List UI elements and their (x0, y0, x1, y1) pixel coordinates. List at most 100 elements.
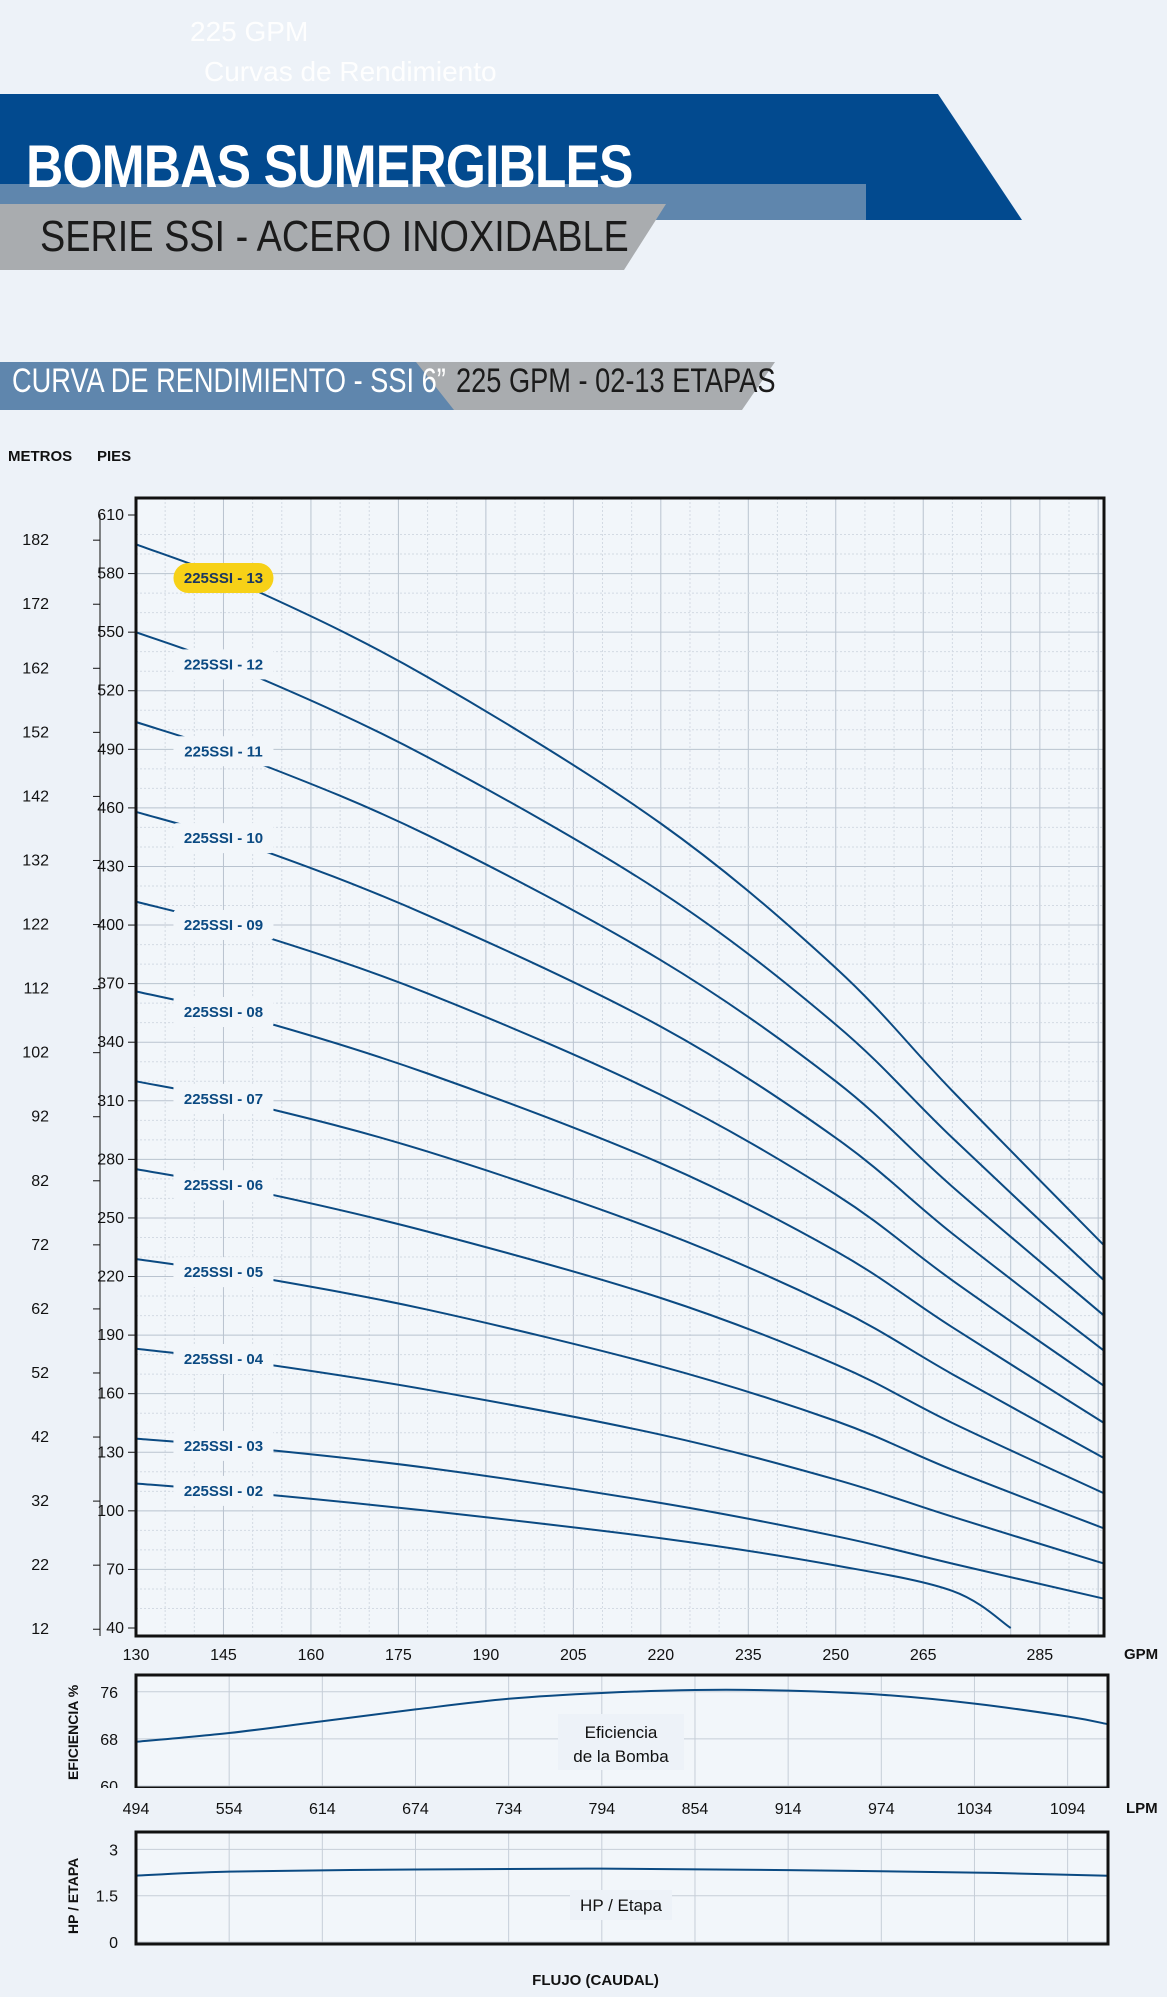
series-label-225ssi-09: 225SSI - 09 (173, 910, 274, 941)
gpm-tick-label: 265 (910, 1647, 937, 1664)
lpm-tick-label: 914 (775, 1801, 802, 1818)
hp-note-text: HP / Etapa (580, 1896, 662, 1915)
gpm-axis-label: GPM (1124, 1646, 1159, 1663)
efficiency-chart: 60 68 76 Eficiencia de la Bomba (100, 1673, 1110, 1788)
ghost-subtitle: Curvas de Rendimiento (204, 56, 497, 87)
head-chart-plot-area (136, 498, 1104, 1636)
meters-tick-label: 102 (22, 1045, 49, 1062)
lpm-tick-label: 794 (588, 1801, 615, 1818)
meters-tick-label: 122 (22, 917, 49, 934)
meters-tick-label: 152 (22, 724, 49, 741)
feet-tick-label: 400 (97, 917, 124, 934)
flow-axis-label: FLUJO (CAUDAL) (532, 1972, 659, 1989)
series-label-text: 225SSI - 12 (184, 656, 263, 673)
lpm-tick-label: 1094 (1050, 1801, 1086, 1818)
lpm-axis-label: LPM (1126, 1800, 1158, 1817)
meters-tick-label: 162 (22, 660, 49, 677)
meters-tick-label: 12 (31, 1621, 49, 1638)
ghost-title: 225 GPM (190, 16, 309, 47)
head-chart-series-labels: 225SSI - 13 225SSI - 12 225SSI - 11 225SSI … (173, 562, 274, 1506)
feet-tick-label: 40 (106, 1620, 124, 1637)
feet-tick-label: 370 (97, 976, 124, 993)
feet-tick-label: 310 (97, 1093, 124, 1110)
meters-tick-label: 42 (31, 1429, 49, 1446)
efficiency-chart-y-ticks: 60 68 76 (100, 1685, 118, 1788)
series-label-highlight (173, 562, 274, 593)
meters-tick-label: 22 (31, 1557, 49, 1574)
series-label-bg (173, 1344, 274, 1375)
series-label-bg (173, 1170, 274, 1201)
series-label-bg (173, 996, 274, 1027)
gpm-tick-label: 175 (385, 1647, 412, 1664)
efficiency-axis-label: EFICIENCIA % (65, 1684, 81, 1780)
efficiency-chart-frame (134, 1673, 1110, 1788)
hp-axis-title: HP / ETAPA (65, 1858, 81, 1934)
hp-tick-label: 3 (109, 1842, 118, 1859)
feet-tick-label: 550 (97, 624, 124, 641)
efficiency-tick-label: 76 (100, 1685, 118, 1702)
gpm-tick-label: 130 (123, 1647, 150, 1664)
series-label-text: 225SSI - 05 (184, 1264, 263, 1281)
hp-tick-label: 1.5 (96, 1889, 118, 1906)
gpm-tick-label: 205 (560, 1647, 587, 1664)
head-chart-meters-ticks: 12 22 32 42 52 62 72 82 92 102 112 122 132 142 152 162 1… (22, 532, 100, 1638)
head-chart-x-ticks: 130 145 160 175 190 205 220 235 250 265 285 (123, 1647, 1054, 1664)
page-title: BOMBAS SUMERGIBLES (26, 133, 633, 200)
hp-note-box (570, 1890, 672, 1920)
efficiency-tick-label: 60 (100, 1779, 118, 1788)
hp-chart-frame (134, 1830, 1110, 1946)
head-curve-225ssi-13 (135, 543, 1105, 1247)
feet-tick-label: 220 (97, 1269, 124, 1286)
series-label-text: 225SSI - 11 (184, 743, 262, 760)
efficiency-note-box (558, 1714, 684, 1770)
lpm-tick-label: 614 (309, 1801, 336, 1818)
feet-tick-label: 430 (97, 858, 124, 875)
meters-tick-label: 62 (31, 1301, 49, 1318)
series-label-225ssi-04: 225SSI - 04 (173, 1344, 274, 1375)
series-label-text: 225SSI - 03 (184, 1438, 263, 1455)
meters-tick-label: 142 (22, 788, 49, 805)
series-label-225ssi-03: 225SSI - 03 (173, 1430, 274, 1461)
series-label-text: 225SSI - 07 (184, 1091, 263, 1108)
series-label-225ssi-08: 225SSI - 08 (173, 996, 274, 1027)
series-label-225ssi-05: 225SSI - 05 (173, 1257, 274, 1288)
meters-tick-label: 72 (31, 1237, 49, 1254)
feet-tick-label: 340 (97, 1034, 124, 1051)
efficiency-tick-label: 68 (100, 1732, 118, 1749)
feet-tick-label: 580 (97, 566, 124, 583)
header-banner (0, 94, 1022, 270)
meters-tick-label: 112 (23, 981, 49, 998)
head-chart-y-ticks: 40 70 100 130 160 190 220 250 280 310 340 370 400 430… (97, 507, 136, 1637)
series-label-bg (173, 1430, 274, 1461)
series-label-225ssi-11: 225SSI - 11 (173, 736, 274, 767)
series-label-225ssi-07: 225SSI - 07 (173, 1083, 274, 1114)
feet-tick-label: 250 (97, 1210, 124, 1227)
series-label-bg (173, 1083, 274, 1114)
section-blue-band (0, 362, 454, 410)
section-range: 225 GPM - 02-13 ETAPAS (456, 362, 776, 400)
series-label-text: 225SSI - 13 (184, 570, 263, 587)
series-label-bg (173, 910, 274, 941)
hp-chart-grid (135, 1832, 1108, 1944)
series-label-225ssi-13: 225SSI - 13 (173, 562, 274, 593)
lpm-tick-label: 1034 (957, 1801, 993, 1818)
efficiency-note-line2: de la Bomba (573, 1747, 669, 1766)
efficiency-line (135, 1688, 1109, 1743)
feet-tick-label: 160 (97, 1386, 124, 1403)
series-label-bg (173, 736, 274, 767)
hp-axis-label: HP / ETAPA (65, 1858, 81, 1934)
hp-chart-y-ticks: 01.53 (96, 1842, 118, 1950)
meters-axis-label: METROS (8, 448, 73, 465)
gpm-tick-label: 235 (735, 1647, 762, 1664)
feet-tick-label: 70 (106, 1561, 124, 1578)
head-chart: 225SSI - 13 225SSI - 12 225SSI - 11 225SSI … (22, 496, 1106, 1664)
meters-tick-label: 132 (22, 852, 49, 869)
series-label-text: 225SSI - 06 (184, 1177, 263, 1194)
efficiency-note-line1: Eficiencia (585, 1723, 658, 1742)
lpm-tick-label: 494 (123, 1801, 150, 1818)
series-label-bg (173, 649, 274, 680)
gpm-tick-label: 220 (647, 1647, 674, 1664)
head-chart-grid (136, 498, 1104, 1636)
hp-plot-area (136, 1832, 1108, 1944)
head-curve-225ssi-11 (135, 721, 1105, 1317)
